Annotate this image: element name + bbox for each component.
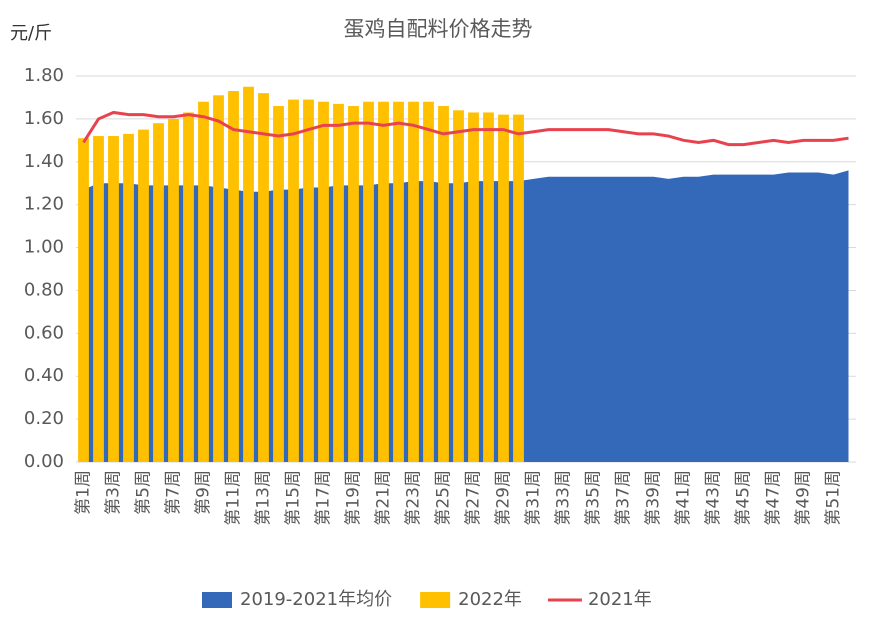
bar — [138, 129, 149, 462]
bar — [378, 101, 389, 462]
bar — [438, 106, 449, 463]
bar — [513, 114, 524, 462]
bar — [348, 106, 359, 463]
bar — [168, 118, 179, 462]
bar — [108, 136, 119, 463]
x-tick-label: 第45周 — [734, 470, 754, 526]
bar — [453, 110, 464, 463]
x-tick-label: 第19周 — [344, 470, 364, 526]
bar — [468, 112, 479, 462]
bar — [393, 101, 404, 462]
y-tick-label: 0.00 — [24, 451, 64, 472]
x-tick-label: 第9周 — [194, 470, 214, 515]
bar — [258, 93, 269, 463]
x-tick-label: 第11周 — [224, 470, 244, 526]
bar — [498, 114, 509, 462]
x-tick-label: 第47周 — [764, 470, 784, 526]
x-tick-label: 第43周 — [704, 470, 724, 526]
line — [82, 110, 849, 147]
x-tick-label: 第39周 — [644, 470, 664, 526]
x-tick-label: 第41周 — [674, 470, 694, 526]
legend-label: 2019-2021年均价 — [240, 589, 392, 610]
x-tick-label: 第17周 — [314, 470, 334, 526]
x-tick-label: 第5周 — [134, 470, 154, 515]
y-tick-label: 1.00 — [24, 237, 64, 258]
x-tick-label: 第27周 — [464, 470, 484, 526]
bar — [273, 106, 284, 463]
bar — [408, 101, 419, 462]
bar — [123, 133, 134, 462]
y-tick-label: 0.20 — [24, 408, 64, 429]
legend-label: 2022年 — [458, 589, 522, 610]
x-tick-label: 第15周 — [284, 470, 304, 526]
bar — [423, 101, 434, 462]
bar — [483, 112, 494, 462]
x-tick-label: 第1周 — [74, 470, 94, 515]
bar — [288, 99, 299, 462]
x-tick-label: 第21周 — [374, 470, 394, 526]
x-tick-label: 第29周 — [494, 470, 514, 526]
x-tick-label: 第37周 — [614, 470, 634, 526]
bar — [318, 101, 329, 462]
legend-swatch — [420, 592, 451, 608]
x-tick-label: 第13周 — [254, 470, 274, 526]
x-tick-label: 第7周 — [164, 470, 184, 515]
x-tick-label: 第3周 — [104, 470, 124, 515]
x-tick-label: 第49周 — [794, 470, 814, 526]
bar — [78, 138, 89, 462]
bar — [303, 99, 314, 462]
x-tick-label: 第35周 — [584, 470, 604, 526]
bar — [333, 103, 344, 462]
x-tick-label: 第31周 — [524, 470, 544, 526]
x-tick-label: 第25周 — [434, 470, 454, 526]
y-tick-label: 0.40 — [24, 365, 64, 386]
y-tick-label: 1.40 — [24, 151, 64, 172]
bar — [243, 86, 254, 462]
y-tick-label: 1.80 — [24, 65, 64, 86]
x-tick-label: 第33周 — [554, 470, 574, 526]
y-axis-label: 元/斤 — [10, 23, 52, 44]
bar — [228, 91, 239, 462]
y-tick-label: 1.60 — [24, 108, 64, 129]
bar — [183, 112, 194, 462]
legend-label: 2021年 — [588, 589, 652, 610]
bar — [93, 136, 104, 463]
bar — [213, 95, 224, 463]
bar — [198, 101, 209, 462]
chart-title: 蛋鸡自配料价格走势 — [344, 17, 533, 41]
bar — [363, 101, 374, 462]
y-tick-label: 0.80 — [24, 279, 64, 300]
y-tick-label: 1.20 — [24, 194, 64, 215]
x-tick-label: 第51周 — [824, 470, 844, 526]
bar — [153, 123, 164, 462]
x-tick-label: 第23周 — [404, 470, 424, 526]
legend-swatch — [202, 592, 232, 608]
y-tick-label: 0.60 — [24, 322, 64, 343]
